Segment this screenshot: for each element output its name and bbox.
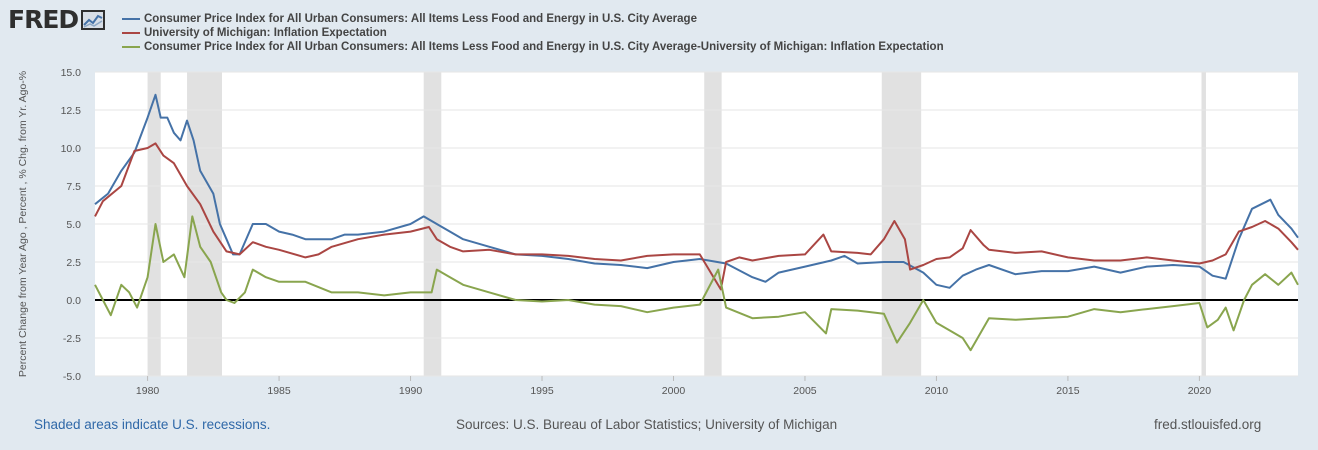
x-tick-label: 1985: [267, 385, 291, 397]
y-tick-label: 7.5: [66, 181, 81, 193]
legend-swatch-core-cpi: [122, 18, 140, 20]
series-line-michigan: [94, 142, 1299, 291]
x-tick-label: 2020: [1188, 385, 1212, 397]
legend-item-michigan[interactable]: University of Michigan: Inflation Expect…: [122, 26, 944, 40]
x-tick-label: 1995: [530, 385, 554, 397]
sources-note: Sources: U.S. Bureau of Labor Statistics…: [456, 417, 838, 432]
legend-item-difference[interactable]: Consumer Price Index for All Urban Consu…: [122, 40, 944, 54]
y-tick-label: 0.0: [66, 295, 81, 307]
legend-label-difference: Consumer Price Index for All Urban Consu…: [144, 41, 944, 53]
line-chart: -5.0 -2.5 0.0 2.5 5.0 7.5 10.0 12.5 15.0 1980 1985…: [17, 67, 1299, 397]
fred-logo[interactable]: FRED: [8, 5, 106, 34]
series-line-core-cpi: [94, 93, 1299, 289]
y-tick-label: 15.0: [61, 67, 82, 79]
recession-note: Shaded areas indicate U.S. recessions.: [34, 417, 271, 432]
legend-label-core-cpi: Consumer Price Index for All Urban Consu…: [144, 13, 697, 25]
site-link[interactable]: fred.stlouisfed.org: [1154, 417, 1262, 432]
y-tick-label: 2.5: [66, 257, 81, 269]
y-tick-label: -2.5: [63, 333, 81, 345]
series-line-difference: [94, 215, 1299, 352]
y-tick-label: 5.0: [66, 219, 81, 231]
y-tick-label: -5.0: [63, 371, 81, 383]
x-tick-label: 2000: [662, 385, 686, 397]
x-tick-label: 2015: [1056, 385, 1080, 397]
x-tick-label: 1990: [399, 385, 423, 397]
y-tick-label: 12.5: [61, 105, 82, 117]
y-axis-label: Percent Change from Year Ago , Percent ,…: [17, 71, 29, 377]
x-tick-label: 2010: [925, 385, 949, 397]
x-tick-label: 2005: [793, 385, 817, 397]
fred-chart-icon: [81, 10, 106, 30]
y-tick-label: 10.0: [61, 143, 82, 155]
x-tick-label: 1980: [136, 385, 160, 397]
legend-label-michigan: University of Michigan: Inflation Expect…: [144, 27, 387, 39]
fred-logo-text: FRED: [8, 5, 79, 34]
chart-legend: Consumer Price Index for All Urban Consu…: [122, 12, 944, 54]
legend-swatch-difference: [122, 46, 140, 48]
legend-item-core-cpi[interactable]: Consumer Price Index for All Urban Consu…: [122, 12, 944, 26]
legend-swatch-michigan: [122, 32, 140, 34]
